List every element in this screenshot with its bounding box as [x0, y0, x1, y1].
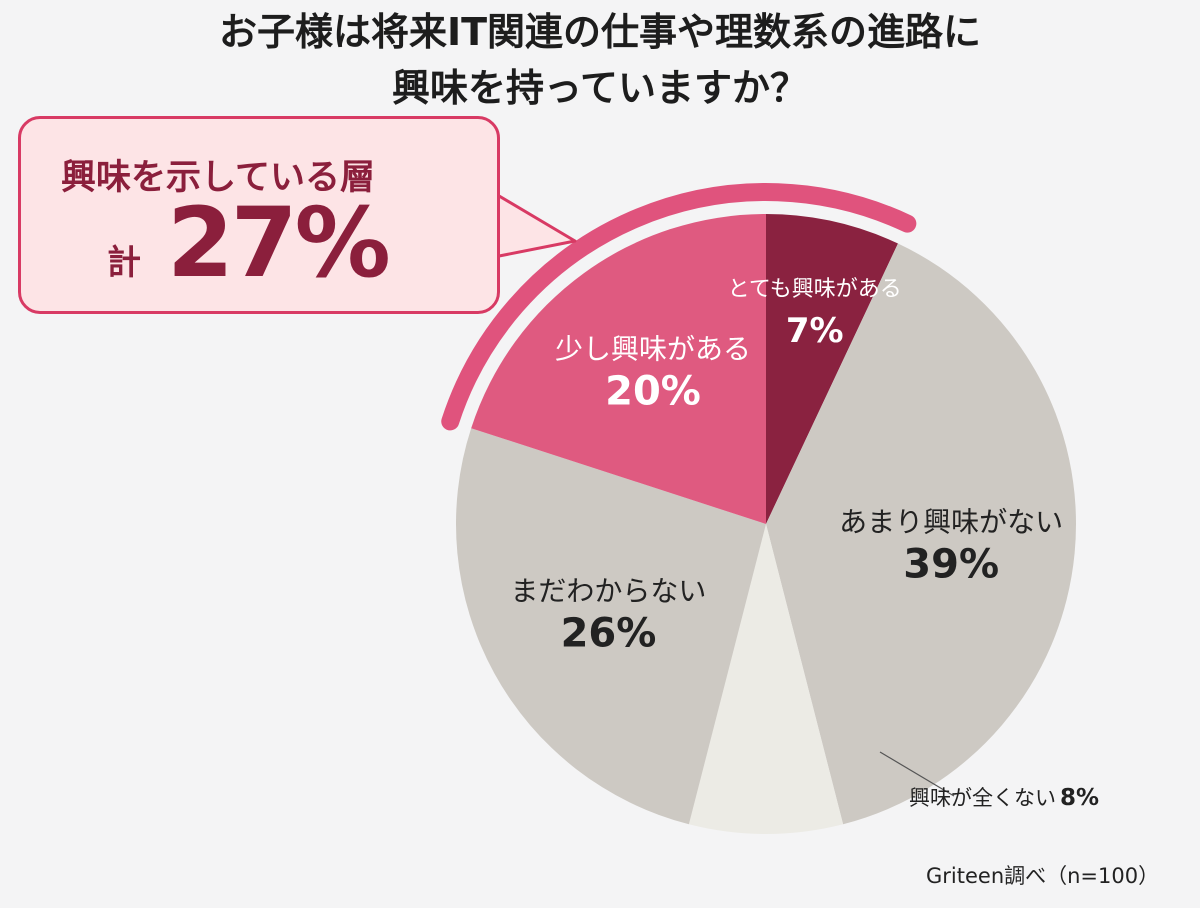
slice-value-somewhat-interested: 20%: [605, 369, 701, 415]
slice-value-not-interested-at-all: 8%: [1060, 785, 1099, 811]
slice-label-somewhat-interested: 少し興味がある: [555, 333, 751, 366]
chart-title-line-1: お子様は将来IT関連の仕事や理数系の進路に: [218, 10, 982, 54]
pie-slice-undecided: [456, 428, 766, 825]
slice-label-not-interested-at-all: 興味が全くない: [909, 786, 1056, 810]
pie-slice-not-very-interested: [766, 243, 1076, 825]
slice-label-very-interested: とても興味がある: [728, 277, 902, 302]
chart-title: お子様は将来IT関連の仕事や理数系の進路に 興味を持っていますか？: [0, 4, 1200, 116]
callout-tail: [483, 185, 577, 259]
slice-value-very-interested: 7%: [786, 311, 844, 351]
pie-slice-not-interested-at-all: [688, 524, 844, 834]
leader-line: [879, 751, 955, 797]
highlight-bracket: [441, 183, 917, 431]
slice-value-undecided: 26%: [561, 611, 657, 657]
callout-prefix: 計: [107, 243, 141, 283]
slice-label-undecided: まだわからない: [510, 575, 706, 608]
pie-slice-very-interested: [766, 214, 898, 524]
summary-callout: 興味を示している層 計 27%: [18, 116, 500, 314]
chart-title-line-2: 興味を持っていますか？: [391, 66, 809, 110]
pie-slices: [456, 214, 1076, 834]
callout-value: 27%: [167, 187, 391, 299]
callout-label: 興味を示している層: [61, 158, 375, 198]
source-note: Griteen調べ（n=100）: [926, 864, 1160, 888]
slice-value-not-very-interested: 39%: [903, 542, 999, 588]
pie-slice-somewhat-interested: [471, 214, 766, 524]
slice-label-not-very-interested: あまり興味がない: [839, 506, 1063, 539]
